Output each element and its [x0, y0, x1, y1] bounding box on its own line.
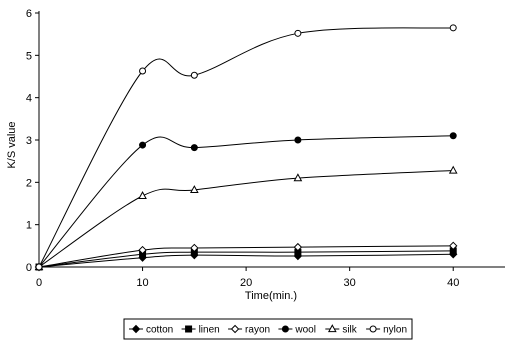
legend-marker-wool: [281, 325, 289, 333]
legend: cotton linen rayon wool silk nylon: [123, 318, 413, 340]
data-point-rayon: [190, 243, 199, 253]
x-axis-title: Time(min.): [245, 290, 297, 302]
legend-label-wool: wool: [294, 325, 316, 336]
data-point-wool: [294, 136, 302, 144]
y-tick-label: 2: [26, 177, 32, 189]
axes: 0 1 2 3 4 5 6 0 10 20 30 40: [26, 8, 505, 289]
legend-box: [123, 318, 413, 340]
x-tick-label: 0: [36, 277, 42, 289]
series-line-cotton: [38, 253, 454, 268]
series-markers: [34, 24, 458, 272]
y-tick-label: 1: [26, 220, 32, 232]
data-point-rayon: [138, 245, 147, 255]
x-tick-label: 20: [240, 277, 252, 289]
legend-marker-linen: [185, 325, 193, 333]
y-tick-label: 5: [26, 50, 32, 62]
legend-marker-nylon: [369, 325, 377, 333]
data-point-rayon: [293, 242, 303, 252]
data-point-nylon: [139, 67, 147, 75]
x-tick-label: 30: [344, 277, 356, 289]
series-line-rayon: [38, 245, 454, 268]
legend-label-rayon: rayon: [245, 325, 270, 336]
data-point-nylon: [449, 24, 457, 32]
data-point-silk: [189, 185, 199, 194]
legend-label-linen: linen: [199, 325, 220, 336]
series-line-silk: [38, 169, 454, 268]
data-point-nylon: [190, 71, 198, 79]
y-tick-label: 0: [26, 262, 32, 274]
series-line-nylon: [38, 27, 454, 268]
data-point-silk: [448, 165, 458, 174]
data-point-nylon: [294, 29, 302, 37]
data-point-nylon: [35, 263, 43, 271]
data-point-rayon: [449, 241, 458, 251]
legend-marker-rayon: [230, 324, 240, 334]
y-tick-label: 6: [26, 8, 32, 20]
data-point-wool: [190, 144, 198, 152]
series-lines: [38, 27, 454, 268]
data-point-wool: [449, 132, 457, 140]
y-tick-label: 4: [26, 93, 32, 105]
y-tick-label: 3: [26, 135, 32, 147]
legend-marker-silk: [327, 324, 337, 333]
legend-label-nylon: nylon: [383, 325, 407, 336]
legend-label-cotton: cotton: [146, 325, 173, 336]
legend-marker-cotton: [131, 324, 141, 334]
data-point-silk: [138, 191, 147, 199]
y-axis-title: K/S value: [6, 121, 18, 168]
legend-label-silk: silk: [342, 325, 357, 336]
data-point-silk: [293, 173, 303, 182]
data-point-wool: [139, 141, 147, 149]
series-line-linen: [38, 250, 454, 268]
x-tick-label: 40: [447, 277, 459, 289]
x-tick-label: 10: [136, 277, 148, 289]
